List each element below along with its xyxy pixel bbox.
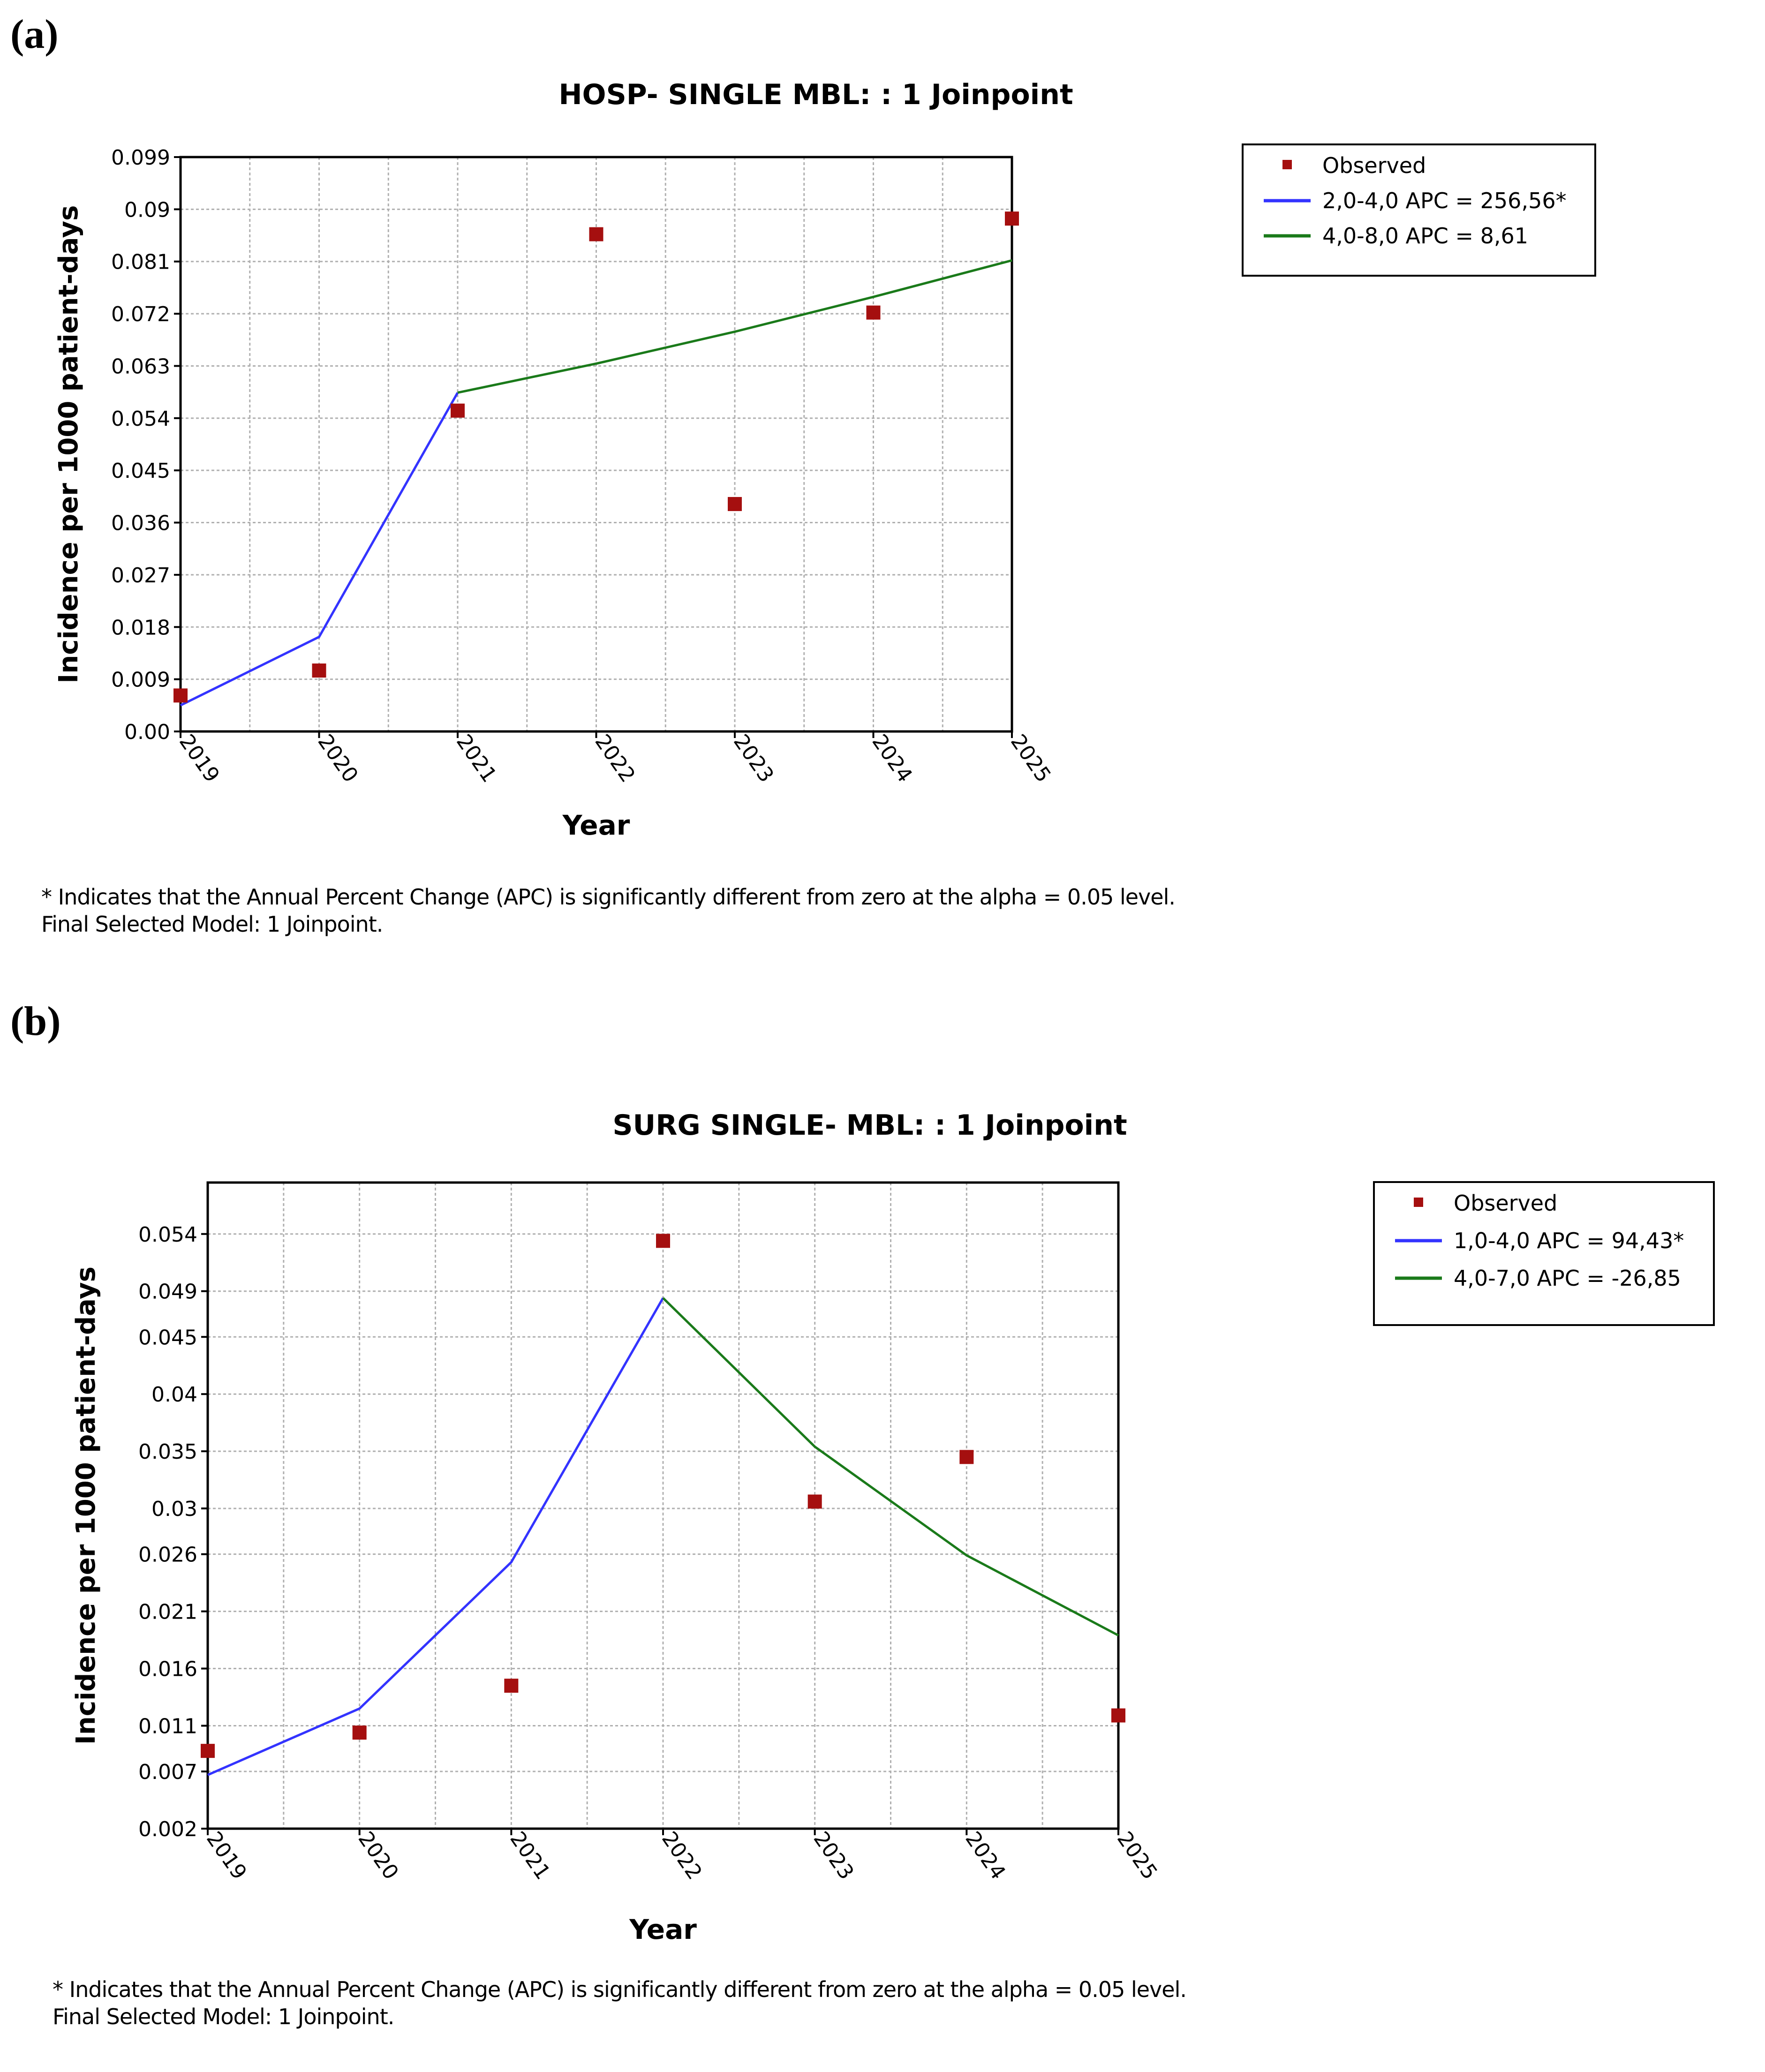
chart-a-observed-point (866, 305, 881, 320)
chart-b-trend-line-1 (207, 1297, 664, 1776)
chart-b-xtick-label: 2020 (354, 1827, 403, 1884)
chart-b-ytick-label: 0.016 (138, 1658, 197, 1681)
chart-b-ytick-label: 0.03 (151, 1497, 197, 1521)
chart-a: HOSP- SINGLE MBL: : 1 Joinpoint 0.00 0.009… (53, 78, 1596, 841)
chart-b-legend (1373, 1181, 1715, 1326)
chart-b-xtick-label: 2024 (960, 1827, 1010, 1884)
footnote-a-significance: * Indicates that the Annual Percent Chan… (41, 884, 1176, 910)
chart-b-ytick-label: 0.035 (138, 1440, 197, 1464)
chart-a-legend-marker (1282, 160, 1292, 169)
chart-b-observed-point (656, 1234, 670, 1248)
chart-b-legend-marker (1414, 1198, 1423, 1207)
chart-a-plot-area (181, 157, 1012, 731)
chart-a-xtick-label: 2025 (1006, 730, 1056, 787)
chart-a-xtick-label: 2022 (590, 730, 640, 787)
footnote-a-model: Final Selected Model: 1 Joinpoint. (41, 911, 383, 937)
chart-a-observed-point (589, 227, 603, 241)
footnote-b-model: Final Selected Model: 1 Joinpoint. (53, 2004, 394, 2029)
panel-label-a: (a) (10, 12, 59, 57)
chart-b-ytick-label: 0.054 (138, 1223, 197, 1247)
chart-b-observed-point (504, 1679, 519, 1693)
chart-a-trend-line-2 (457, 259, 1012, 394)
chart-a-xtick-label: 2023 (729, 730, 778, 787)
chart-a-observed-point (1005, 211, 1019, 226)
chart-a-ytick-label: 0.027 (111, 564, 170, 588)
chart-a-observed-point (312, 663, 326, 678)
chart-b-legend-label: 1,0-4,0 APC = 94,43* (1454, 1228, 1684, 1253)
chart-b-xtick-label: 2025 (1112, 1827, 1162, 1884)
chart-b-legend-label: 4,0-7,0 APC = -26,85 (1454, 1266, 1681, 1291)
chart-b-observed-point (352, 1725, 367, 1740)
chart-a-observed-point (728, 497, 742, 511)
chart-a-xtick-label: 2021 (452, 730, 501, 787)
chart-a-ytick-label: 0.00 (124, 720, 170, 744)
chart-a-y-axis-label: Incidence per 1000 patient-days (53, 205, 84, 684)
chart-b-y-axis-label: Incidence per 1000 patient-days (71, 1266, 101, 1745)
chart-b-ytick-label: 0.045 (138, 1326, 197, 1349)
chart-a-xtick-label: 2020 (313, 730, 362, 787)
footnote-b-significance: * Indicates that the Annual Percent Chan… (53, 1977, 1187, 2002)
chart-a-ytick-label: 0.063 (111, 354, 170, 378)
chart-b-observed-point (201, 1744, 215, 1758)
chart-a-ytick-label: 0.009 (111, 668, 170, 692)
chart-b-plot-border (206, 1181, 1120, 1830)
chart-b-ytick-label: 0.04 (151, 1383, 197, 1407)
chart-b-observed-point (959, 1450, 974, 1464)
chart-b-observed-point (807, 1494, 822, 1509)
chart-a-xtick-label: 2024 (867, 730, 917, 787)
chart-a-legend-label: 4,0-8,0 APC = 8,61 (1322, 223, 1528, 249)
chart-b-xtick-label: 2019 (202, 1827, 251, 1884)
chart-a-legend (1242, 143, 1596, 277)
chart-a-observed-point (173, 688, 188, 703)
chart-b-legend-label: Observed (1454, 1190, 1557, 1216)
chart-a-legend-label: Observed (1322, 153, 1426, 178)
footnote-a: * Indicates that the Annual Percent Chan… (41, 884, 1176, 938)
chart-a-xtick-label: 2019 (174, 730, 224, 787)
chart-a-ytick-label: 0.045 (111, 459, 170, 483)
chart-a-plot-border (179, 156, 1013, 733)
chart-b-observed-point (1111, 1708, 1125, 1723)
chart-b-xtick-label: 2023 (809, 1827, 859, 1884)
chart-b-xtick-label: 2022 (657, 1827, 707, 1884)
chart-b-ytick-label: 0.002 (138, 1817, 197, 1841)
chart-b-ytick-label: 0.021 (138, 1600, 197, 1624)
chart-b-ytick-label: 0.049 (138, 1280, 197, 1304)
chart-a-x-axis-label: Year (562, 809, 630, 841)
chart-b-title: SURG SINGLE- MBL: : 1 Joinpoint (612, 1109, 1127, 1142)
chart-a-ytick-label: 0.054 (111, 407, 170, 431)
chart-b-ytick-label: 0.011 (138, 1714, 197, 1738)
chart-a-observed-point (451, 403, 465, 418)
footnote-b: * Indicates that the Annual Percent Chan… (53, 1976, 1187, 2030)
chart-a-ytick-label: 0.099 (111, 146, 170, 170)
chart-a-title: HOSP- SINGLE MBL: : 1 Joinpoint (558, 78, 1073, 111)
chart-a-ytick-label: 0.018 (111, 616, 170, 640)
chart-b-x-axis-label: Year (629, 1914, 697, 1945)
chart-a-ytick-label: 0.036 (111, 512, 170, 535)
chart-b: SURG SINGLE- MBL: : 1 Joinpoint 0.002 0.00… (71, 1109, 1715, 1945)
chart-b-trend-line-2 (662, 1297, 1119, 1637)
chart-b-ytick-label: 0.007 (138, 1760, 197, 1784)
chart-b-xtick-label: 2021 (505, 1827, 555, 1884)
chart-a-trend-line-1 (180, 392, 459, 707)
chart-b-ytick-label: 0.026 (138, 1543, 197, 1567)
chart-a-ytick-label: 0.081 (111, 250, 170, 274)
chart-a-legend-label: 2,0-4,0 APC = 256,56* (1322, 188, 1567, 213)
chart-a-ytick-label: 0.072 (111, 302, 170, 326)
panel-label-b: (b) (10, 999, 61, 1044)
chart-a-ytick-label: 0.09 (124, 198, 170, 222)
